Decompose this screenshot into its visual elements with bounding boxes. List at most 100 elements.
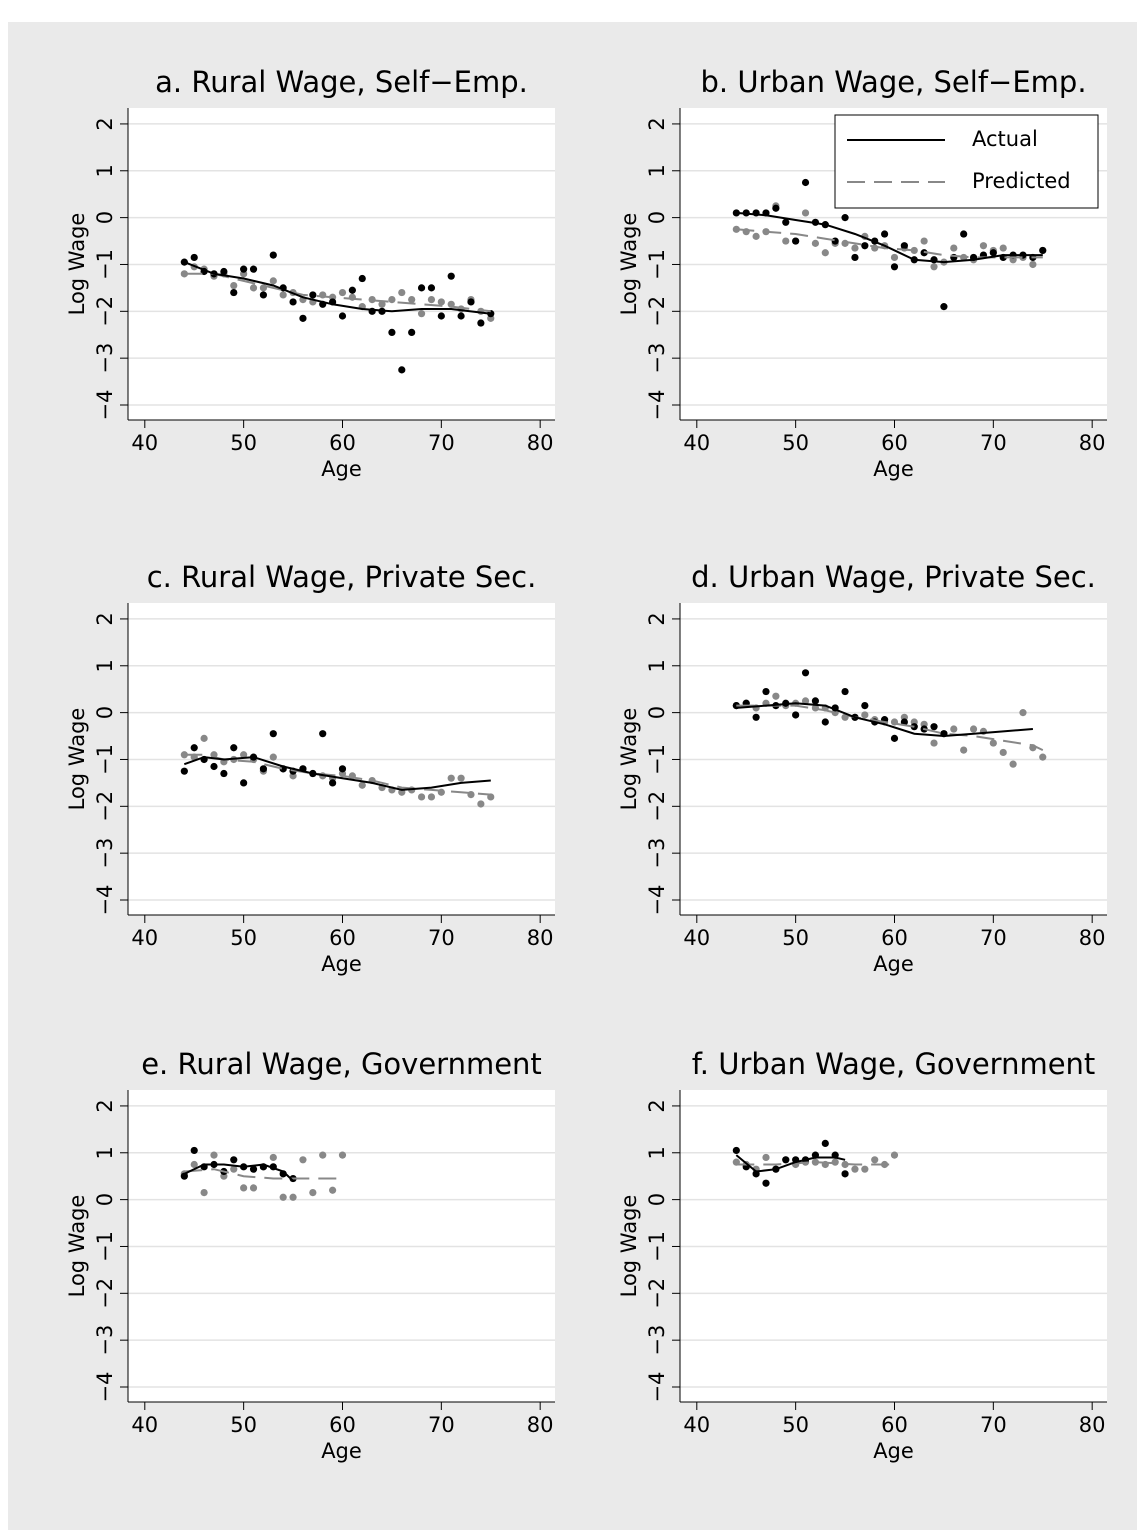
- data-point: [417, 284, 426, 292]
- x-tick-label: 40: [131, 926, 158, 950]
- data-point: [989, 739, 997, 747]
- data-point: [811, 697, 820, 705]
- x-tick-label: 80: [1079, 431, 1106, 455]
- x-tick-label: 50: [230, 926, 257, 950]
- data-point: [269, 753, 277, 761]
- data-point: [821, 1139, 829, 1148]
- y-tick-label: 0: [645, 706, 669, 719]
- y-tick-label: −2: [645, 296, 669, 327]
- legend-label: Actual: [972, 127, 1038, 151]
- data-point: [861, 242, 869, 250]
- data-point: [457, 774, 465, 782]
- x-axis-label: Age: [873, 952, 914, 976]
- data-point: [417, 793, 426, 801]
- data-point: [1009, 760, 1017, 768]
- y-tick-label: −3: [93, 343, 117, 374]
- data-point: [417, 310, 426, 318]
- data-point: [801, 669, 810, 677]
- data-point: [358, 781, 366, 789]
- data-point: [210, 1151, 218, 1159]
- data-point: [930, 739, 938, 747]
- data-point: [180, 1172, 188, 1180]
- x-tick-label: 50: [782, 431, 809, 455]
- y-tick-label: −1: [93, 1231, 117, 1262]
- chart-title: e. Rural Wage, Government: [141, 1047, 542, 1081]
- fit-line: [183, 756, 491, 791]
- y-tick-label: 2: [93, 1099, 117, 1112]
- data-point: [950, 244, 958, 252]
- data-point: [319, 730, 327, 738]
- data-point: [200, 1188, 208, 1197]
- data-point: [457, 312, 465, 320]
- data-point: [861, 711, 869, 719]
- data-point: [289, 298, 297, 306]
- y-tick-label: 2: [645, 612, 669, 625]
- x-tick-label: 60: [329, 1413, 356, 1437]
- data-point: [230, 1156, 238, 1164]
- y-tick-label: 1: [645, 659, 669, 672]
- y-tick-label: −4: [645, 1372, 669, 1403]
- data-point: [329, 1186, 337, 1194]
- chart-title: b. Urban Wage, Self−Emp.: [700, 65, 1086, 99]
- data-point: [190, 1160, 198, 1169]
- y-tick-label: −1: [645, 744, 669, 775]
- data-point: [190, 1146, 198, 1155]
- data-point: [940, 303, 948, 311]
- data-point: [960, 746, 968, 754]
- data-point: [960, 230, 968, 238]
- data-point: [398, 366, 406, 374]
- data-point: [348, 286, 356, 294]
- data-point: [851, 244, 859, 252]
- data-point: [319, 1151, 327, 1159]
- data-point: [269, 1153, 277, 1162]
- data-point: [752, 713, 760, 721]
- data-point: [338, 312, 347, 320]
- legend-box: [834, 114, 1099, 209]
- x-tick-label: 50: [230, 431, 257, 455]
- data-point: [782, 1156, 790, 1164]
- chart-title: f. Urban Wage, Government: [692, 1047, 1096, 1081]
- data-point: [792, 711, 800, 719]
- data-point: [249, 1184, 258, 1192]
- y-tick-label: −1: [645, 249, 669, 280]
- y-tick-label: −4: [93, 1372, 117, 1403]
- data-point: [900, 718, 908, 726]
- y-tick-label: −2: [645, 791, 669, 822]
- data-point: [762, 687, 770, 696]
- y-tick-label: 2: [93, 612, 117, 625]
- x-tick-label: 60: [329, 431, 356, 455]
- data-point: [772, 692, 780, 700]
- data-point: [329, 779, 337, 787]
- data-point: [240, 751, 248, 759]
- data-point: [477, 319, 485, 327]
- x-tick-label: 60: [881, 1413, 908, 1437]
- x-tick-label: 70: [428, 431, 455, 455]
- data-point: [240, 1184, 248, 1192]
- y-axis-label: Log Wage: [617, 708, 641, 811]
- data-point: [920, 237, 928, 245]
- data-point: [279, 1193, 287, 1201]
- data-point: [269, 251, 277, 259]
- chart-title: d. Urban Wage, Private Sec.: [691, 560, 1096, 594]
- data-point: [447, 272, 455, 280]
- data-point: [378, 300, 386, 308]
- data-point: [289, 1193, 297, 1201]
- y-tick-label: −4: [645, 390, 669, 421]
- fit-line: [183, 1163, 294, 1182]
- data-point: [821, 249, 829, 257]
- y-tick-label: −4: [93, 390, 117, 421]
- data-point: [890, 734, 899, 742]
- data-point: [979, 242, 988, 250]
- fit-line: [736, 702, 1033, 738]
- data-point: [732, 1146, 740, 1155]
- data-point: [269, 277, 277, 285]
- data-point: [871, 1156, 879, 1164]
- y-tick-label: −3: [93, 1325, 117, 1356]
- x-tick-label: 80: [527, 1413, 554, 1437]
- data-point: [890, 718, 899, 726]
- data-point: [467, 791, 475, 799]
- x-tick-label: 60: [881, 431, 908, 455]
- y-axis-label: Log Wage: [65, 213, 89, 316]
- data-point: [279, 291, 287, 299]
